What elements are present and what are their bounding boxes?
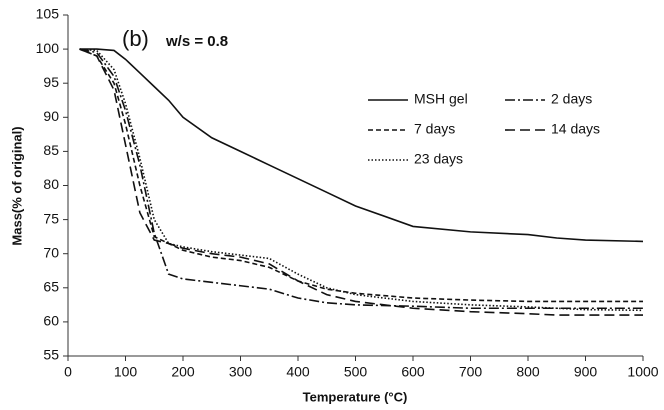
x-tick-label: 800 — [516, 364, 540, 380]
legend-label: 14 days — [551, 121, 600, 137]
data-line — [79, 48, 644, 312]
data-line — [79, 48, 643, 310]
legend-label: MSH gel — [414, 91, 468, 107]
x-tick-label: 100 — [114, 364, 138, 380]
y-tick-label: 55 — [43, 347, 59, 363]
x-tick-label: 200 — [171, 364, 195, 380]
x-tick-label: 1000 — [627, 364, 658, 380]
x-tick-label: 300 — [229, 364, 253, 380]
y-tick-label: 75 — [43, 210, 59, 226]
annotation: w/s = 0.8 — [165, 33, 228, 50]
x-tick-label: 0 — [64, 364, 72, 380]
x-tick-label: 900 — [574, 364, 598, 380]
y-tick-label: 60 — [43, 313, 59, 329]
x-tick-label: 700 — [459, 364, 483, 380]
legend-label: 23 days — [414, 151, 463, 167]
y-tick-label: 95 — [43, 74, 59, 90]
data-line — [79, 48, 643, 316]
y-tick-label: 90 — [43, 108, 59, 124]
y-tick-label: 70 — [43, 244, 59, 260]
y-axis-label: Mass(% of original) — [9, 126, 24, 245]
y-tick-label: 105 — [36, 6, 60, 22]
data-line — [79, 48, 644, 243]
y-tick-label: 80 — [43, 176, 59, 192]
legend-label: 2 days — [551, 91, 592, 107]
y-tick-label: 100 — [36, 40, 60, 56]
x-tick-label: 500 — [344, 364, 368, 380]
y-tick-label: 65 — [43, 279, 59, 295]
x-axis-label: Temperature (°C) — [303, 389, 408, 404]
x-tick-label: 600 — [401, 364, 425, 380]
y-tick-label: 85 — [43, 142, 59, 158]
data-line — [79, 48, 643, 303]
x-tick-label: 400 — [286, 364, 310, 380]
panel-label: (b) — [122, 26, 149, 51]
legend-label: 7 days — [414, 121, 455, 137]
